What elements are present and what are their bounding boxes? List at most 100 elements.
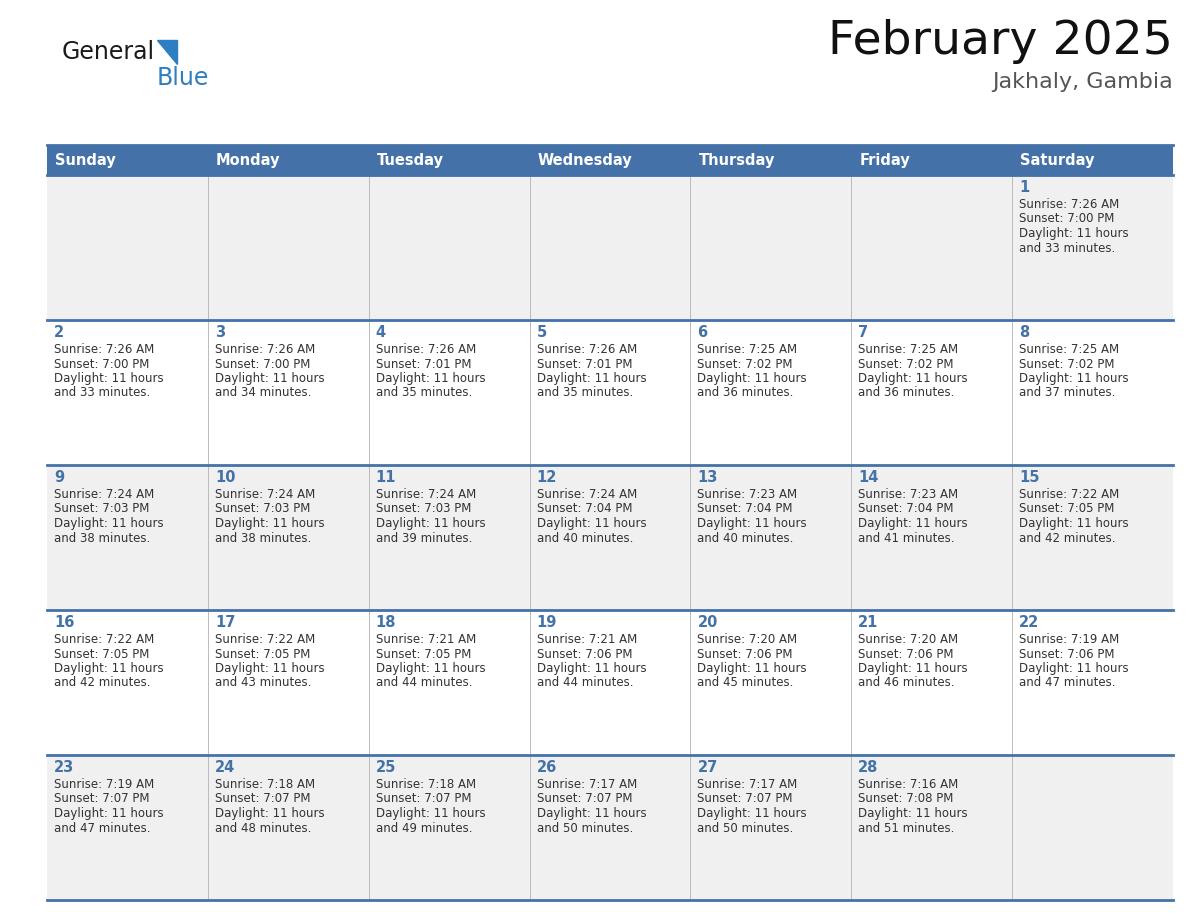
Text: Daylight: 11 hours: Daylight: 11 hours <box>537 517 646 530</box>
Text: Sunset: 7:06 PM: Sunset: 7:06 PM <box>537 647 632 660</box>
Text: Daylight: 11 hours: Daylight: 11 hours <box>697 517 807 530</box>
Bar <box>368 145 530 175</box>
Text: Sunrise: 7:22 AM: Sunrise: 7:22 AM <box>53 633 154 646</box>
Text: Sunset: 7:00 PM: Sunset: 7:00 PM <box>53 357 150 371</box>
Text: and 38 minutes.: and 38 minutes. <box>215 532 311 544</box>
Text: 6: 6 <box>697 325 708 340</box>
Text: 21: 21 <box>858 615 879 630</box>
Text: Daylight: 11 hours: Daylight: 11 hours <box>537 662 646 675</box>
Bar <box>1012 755 1173 900</box>
Text: 14: 14 <box>858 470 879 485</box>
Text: and 40 minutes.: and 40 minutes. <box>697 532 794 544</box>
Text: Jakhaly, Gambia: Jakhaly, Gambia <box>992 72 1173 92</box>
Text: and 37 minutes.: and 37 minutes. <box>1019 386 1116 399</box>
Text: and 47 minutes.: and 47 minutes. <box>1019 677 1116 689</box>
Text: 17: 17 <box>215 615 235 630</box>
Text: 24: 24 <box>215 760 235 775</box>
Text: 16: 16 <box>53 615 75 630</box>
Text: and 39 minutes.: and 39 minutes. <box>375 532 472 544</box>
Text: Daylight: 11 hours: Daylight: 11 hours <box>375 662 486 675</box>
Text: and 48 minutes.: and 48 minutes. <box>215 822 311 834</box>
Text: Sunrise: 7:17 AM: Sunrise: 7:17 AM <box>697 778 797 791</box>
Text: and 42 minutes.: and 42 minutes. <box>53 677 151 689</box>
Bar <box>690 320 852 465</box>
Text: and 38 minutes.: and 38 minutes. <box>53 532 150 544</box>
Bar <box>48 610 208 755</box>
Bar <box>1012 175 1173 320</box>
Text: 18: 18 <box>375 615 397 630</box>
Text: Sunrise: 7:26 AM: Sunrise: 7:26 AM <box>1019 198 1119 211</box>
Text: 5: 5 <box>537 325 546 340</box>
Bar <box>530 145 690 175</box>
Text: and 44 minutes.: and 44 minutes. <box>537 677 633 689</box>
Text: Daylight: 11 hours: Daylight: 11 hours <box>537 807 646 820</box>
Text: 9: 9 <box>53 470 64 485</box>
Text: Sunset: 7:05 PM: Sunset: 7:05 PM <box>215 647 310 660</box>
Text: Sunrise: 7:18 AM: Sunrise: 7:18 AM <box>215 778 315 791</box>
Text: Daylight: 11 hours: Daylight: 11 hours <box>215 807 324 820</box>
Text: Daylight: 11 hours: Daylight: 11 hours <box>375 372 486 385</box>
Bar <box>208 755 368 900</box>
Text: Sunrise: 7:19 AM: Sunrise: 7:19 AM <box>53 778 154 791</box>
Text: Sunset: 7:05 PM: Sunset: 7:05 PM <box>1019 502 1114 516</box>
Text: 2: 2 <box>53 325 64 340</box>
Text: Sunrise: 7:26 AM: Sunrise: 7:26 AM <box>215 343 315 356</box>
Text: and 41 minutes.: and 41 minutes. <box>858 532 955 544</box>
Text: Daylight: 11 hours: Daylight: 11 hours <box>858 372 968 385</box>
Text: Sunrise: 7:19 AM: Sunrise: 7:19 AM <box>1019 633 1119 646</box>
Text: and 42 minutes.: and 42 minutes. <box>1019 532 1116 544</box>
Text: 7: 7 <box>858 325 868 340</box>
Text: 15: 15 <box>1019 470 1040 485</box>
Text: Daylight: 11 hours: Daylight: 11 hours <box>53 372 164 385</box>
Bar <box>368 465 530 610</box>
Bar <box>530 320 690 465</box>
Text: and 34 minutes.: and 34 minutes. <box>215 386 311 399</box>
Bar <box>48 145 208 175</box>
Text: 25: 25 <box>375 760 396 775</box>
Text: Sunrise: 7:24 AM: Sunrise: 7:24 AM <box>215 488 315 501</box>
Text: 8: 8 <box>1019 325 1029 340</box>
Bar <box>208 320 368 465</box>
Text: Blue: Blue <box>157 66 209 90</box>
Text: 26: 26 <box>537 760 557 775</box>
Text: 3: 3 <box>215 325 225 340</box>
Text: Sunset: 7:07 PM: Sunset: 7:07 PM <box>215 792 310 805</box>
Bar <box>48 320 208 465</box>
Text: 19: 19 <box>537 615 557 630</box>
Text: Sunset: 7:07 PM: Sunset: 7:07 PM <box>53 792 150 805</box>
Text: Sunrise: 7:26 AM: Sunrise: 7:26 AM <box>537 343 637 356</box>
Text: February 2025: February 2025 <box>828 19 1173 64</box>
Text: Sunset: 7:05 PM: Sunset: 7:05 PM <box>53 647 150 660</box>
Bar <box>852 145 1012 175</box>
Text: and 36 minutes.: and 36 minutes. <box>858 386 955 399</box>
Text: and 49 minutes.: and 49 minutes. <box>375 822 472 834</box>
Text: Sunrise: 7:22 AM: Sunrise: 7:22 AM <box>1019 488 1119 501</box>
Text: Daylight: 11 hours: Daylight: 11 hours <box>375 807 486 820</box>
Text: Sunrise: 7:18 AM: Sunrise: 7:18 AM <box>375 778 476 791</box>
Text: Sunset: 7:02 PM: Sunset: 7:02 PM <box>697 357 792 371</box>
Text: and 40 minutes.: and 40 minutes. <box>537 532 633 544</box>
Text: General: General <box>62 40 156 64</box>
Text: 10: 10 <box>215 470 235 485</box>
Text: Daylight: 11 hours: Daylight: 11 hours <box>1019 517 1129 530</box>
Bar <box>530 465 690 610</box>
Bar <box>208 145 368 175</box>
Text: Sunset: 7:07 PM: Sunset: 7:07 PM <box>375 792 472 805</box>
Bar <box>368 610 530 755</box>
Text: Sunset: 7:01 PM: Sunset: 7:01 PM <box>537 357 632 371</box>
Text: Sunset: 7:06 PM: Sunset: 7:06 PM <box>697 647 792 660</box>
Text: and 33 minutes.: and 33 minutes. <box>1019 241 1116 254</box>
Text: Daylight: 11 hours: Daylight: 11 hours <box>53 662 164 675</box>
Bar <box>690 465 852 610</box>
Text: 22: 22 <box>1019 615 1040 630</box>
Text: Sunset: 7:04 PM: Sunset: 7:04 PM <box>697 502 792 516</box>
Text: and 50 minutes.: and 50 minutes. <box>537 822 633 834</box>
Bar <box>852 175 1012 320</box>
Text: Sunset: 7:03 PM: Sunset: 7:03 PM <box>375 502 472 516</box>
Text: Sunrise: 7:21 AM: Sunrise: 7:21 AM <box>375 633 476 646</box>
Text: Daylight: 11 hours: Daylight: 11 hours <box>53 807 164 820</box>
Text: Daylight: 11 hours: Daylight: 11 hours <box>858 807 968 820</box>
Text: and 46 minutes.: and 46 minutes. <box>858 677 955 689</box>
Text: Daylight: 11 hours: Daylight: 11 hours <box>375 517 486 530</box>
Text: and 45 minutes.: and 45 minutes. <box>697 677 794 689</box>
